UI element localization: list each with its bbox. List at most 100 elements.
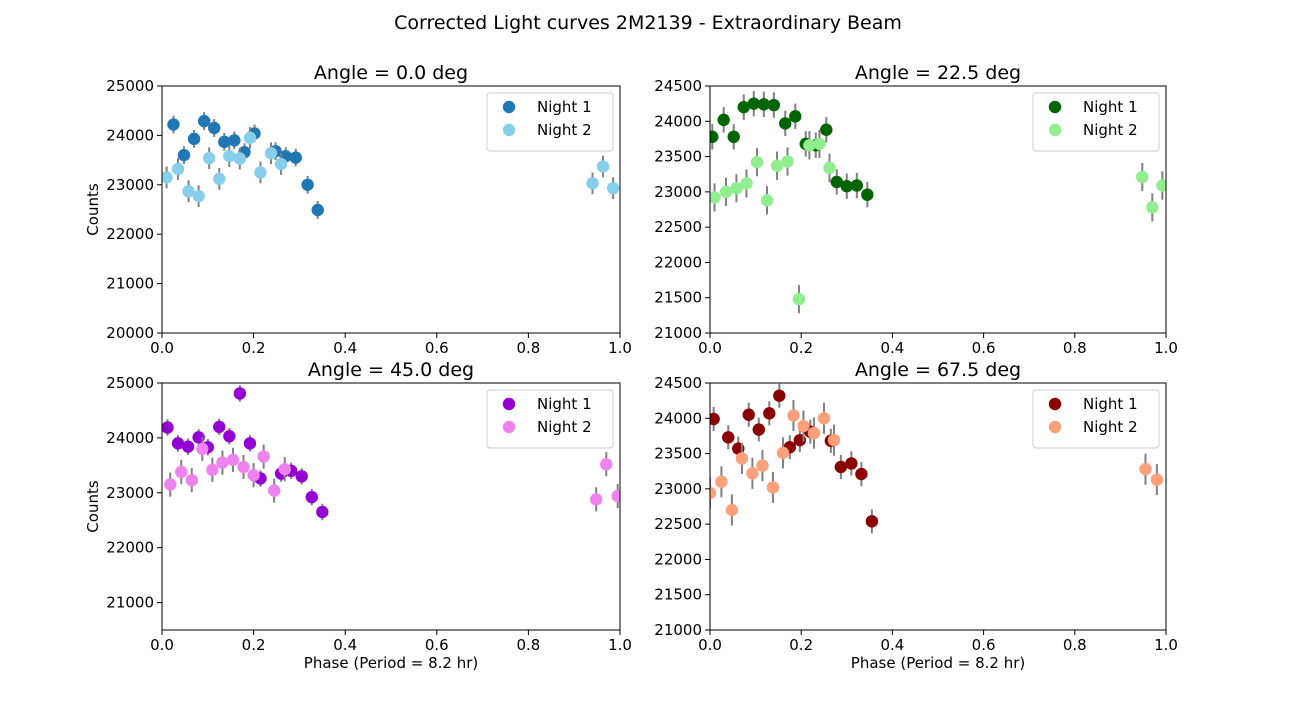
y-tick-label: 22000 xyxy=(106,539,154,557)
data-point xyxy=(182,185,195,198)
data-point xyxy=(254,166,267,179)
data-layer xyxy=(162,385,620,521)
data-point xyxy=(710,191,721,204)
data-point xyxy=(316,505,329,519)
data-point xyxy=(171,162,185,176)
data-point xyxy=(827,433,841,447)
x-tick-label: 1.0 xyxy=(1154,636,1178,654)
data-point xyxy=(717,113,730,127)
data-layer xyxy=(710,90,1166,314)
x-tick-label: 0.2 xyxy=(789,636,813,654)
data-point xyxy=(278,462,291,476)
legend-label: Night 2 xyxy=(1083,121,1138,139)
data-point xyxy=(813,137,826,151)
data-point xyxy=(746,467,759,480)
data-point xyxy=(787,409,800,422)
data-point xyxy=(792,292,806,306)
data-point xyxy=(237,460,250,474)
series-2 xyxy=(164,436,620,512)
data-point xyxy=(216,456,229,469)
data-point xyxy=(196,442,209,456)
x-tick-label: 0.8 xyxy=(1063,636,1087,654)
data-point xyxy=(268,484,281,497)
legend-marker xyxy=(1048,397,1062,411)
subplot-title: Angle = 22.5 deg xyxy=(855,62,1021,84)
data-point xyxy=(797,419,810,433)
subplot-title: Angle = 67.5 deg xyxy=(855,359,1021,381)
data-point xyxy=(865,515,879,528)
x-tick-label: 0.2 xyxy=(242,339,266,357)
x-tick-label: 0.2 xyxy=(242,636,266,654)
axes-frame xyxy=(161,85,621,334)
legend-marker xyxy=(1048,100,1062,114)
y-tick-label: 22500 xyxy=(654,218,702,236)
x-tick-label: 0.6 xyxy=(972,636,996,654)
x-tick-label: 0.6 xyxy=(425,339,449,357)
legend: Night 1 Night 2 xyxy=(1032,389,1160,449)
data-point xyxy=(861,188,874,201)
y-tick-label: 24000 xyxy=(106,126,154,144)
data-point xyxy=(289,151,302,164)
data-point xyxy=(162,421,174,434)
data-point xyxy=(206,463,219,476)
data-point xyxy=(223,430,236,443)
y-tick-label: 21000 xyxy=(654,324,702,342)
data-point xyxy=(596,160,610,173)
data-point xyxy=(766,481,780,494)
y-tick-label: 22000 xyxy=(106,225,154,243)
data-point xyxy=(770,159,784,172)
data-point xyxy=(715,475,728,488)
data-layer xyxy=(162,112,620,219)
data-point xyxy=(606,182,620,195)
legend-label: Night 1 xyxy=(537,395,592,413)
legend-box xyxy=(486,389,614,449)
x-tick-label: 0.4 xyxy=(333,636,357,654)
data-point xyxy=(305,490,318,504)
legend-box xyxy=(1032,389,1160,449)
data-point xyxy=(611,489,620,503)
y-tick-label: 22500 xyxy=(654,515,702,533)
data-point xyxy=(589,493,603,506)
data-point xyxy=(735,452,749,465)
data-point xyxy=(773,389,786,402)
data-point xyxy=(779,117,792,130)
axes-frame xyxy=(161,382,621,631)
data-point xyxy=(742,408,755,421)
legend-marker xyxy=(1048,123,1062,137)
y-axis-label: Counts xyxy=(84,183,102,236)
y-tick-label: 23500 xyxy=(654,445,702,463)
y-tick-label: 22000 xyxy=(654,253,702,271)
data-point xyxy=(247,469,260,482)
x-axis-label: Phase (Period = 8.2 hr) xyxy=(304,654,478,672)
data-point xyxy=(750,156,764,169)
y-tick-label: 22000 xyxy=(654,550,702,568)
data-point xyxy=(710,412,720,426)
y-tick-label: 23000 xyxy=(654,183,702,201)
data-layer xyxy=(710,383,1164,534)
data-point xyxy=(187,132,201,146)
legend: Night 1 Night 2 xyxy=(486,389,614,449)
legend-label: Night 1 xyxy=(537,98,592,116)
data-point xyxy=(295,470,308,483)
x-tick-label: 0.0 xyxy=(698,339,722,357)
subplot-4: Angle = 67.5 deg 0.0 0.2 0.4 0.6 0.8 1.0 21000 2… xyxy=(654,359,1178,672)
legend: Night 1 Night 2 xyxy=(1032,92,1160,152)
data-point xyxy=(257,450,270,463)
legend-marker xyxy=(502,420,516,434)
data-point xyxy=(740,177,753,190)
legend-box xyxy=(1032,92,1160,152)
data-point xyxy=(781,155,794,168)
data-point xyxy=(747,97,760,110)
x-tick-label: 0.2 xyxy=(789,339,813,357)
data-point xyxy=(763,407,776,420)
data-point xyxy=(807,426,821,440)
y-tick-label: 21500 xyxy=(654,586,702,604)
data-point xyxy=(1146,201,1159,214)
data-point xyxy=(823,161,836,175)
data-point xyxy=(757,98,771,111)
axes-frame xyxy=(709,85,1167,334)
data-point xyxy=(233,387,247,400)
y-tick-label: 21500 xyxy=(654,289,702,307)
data-point xyxy=(834,460,848,474)
